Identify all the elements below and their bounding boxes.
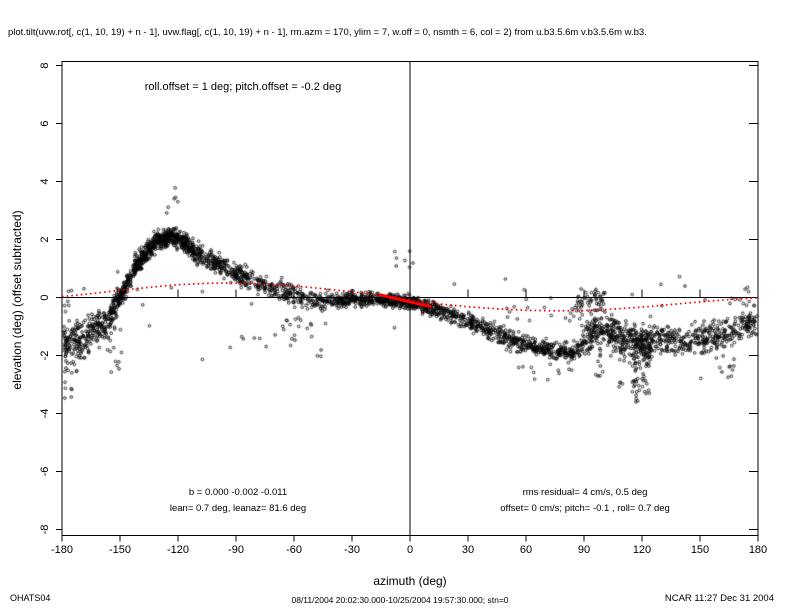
x-tick-label: -180 — [51, 544, 73, 556]
x-tick-label: -150 — [109, 544, 131, 556]
y-tick-label: 0 — [39, 294, 51, 300]
y-tick-label: -6 — [39, 467, 51, 477]
rms-residual-annotation: rms residual= 4 cm/s, 0.5 deg — [522, 487, 648, 498]
offset-pitch-roll-annotation: offset= 0 cm/s; pitch= -0.1 , roll= 0.7 … — [500, 503, 670, 514]
y-tick-label: 4 — [39, 178, 51, 184]
x-tick-label: -120 — [167, 544, 189, 556]
x-axis-label: azimuth (deg) — [373, 574, 447, 588]
y-axis-label: elevation (deg) (offset subtracted) — [10, 210, 24, 390]
x-tick-label: -30 — [344, 544, 360, 556]
x-tick-label: 30 — [462, 544, 474, 556]
footer-ncar-timestamp-label: NCAR 11:27 Dec 31 2004 — [664, 593, 774, 604]
x-tick-label: 90 — [578, 544, 590, 556]
y-tick-label: -8 — [39, 525, 51, 535]
footer-project-label: OHATS04 — [10, 593, 51, 603]
plot-title: plot.tilt(uvw.rot[, c(1, 10, 19) + n - 1… — [8, 27, 647, 38]
x-tick-label: 0 — [407, 544, 413, 556]
y-tick-label: 2 — [39, 236, 51, 242]
roll-pitch-offset-annotation: roll.offset = 1 deg; pitch.offset = -0.2… — [144, 81, 342, 93]
y-tick-label: -4 — [39, 409, 51, 419]
lean-annotation: lean= 0.7 deg, leanaz= 81.6 deg — [169, 503, 307, 514]
red-solid-fit-segment — [378, 293, 432, 309]
y-tick-label: 6 — [39, 120, 51, 126]
x-tick-label: -90 — [228, 544, 244, 556]
x-tick-label: -60 — [286, 544, 302, 556]
x-tick-label: 60 — [520, 544, 532, 556]
x-tick-label: 150 — [691, 544, 709, 556]
y-tick-label: -2 — [39, 351, 51, 361]
footer-timespan-label: 08/11/2004 20:02:30.000-10/25/2004 19:57… — [291, 595, 509, 605]
x-tick-label: 180 — [749, 544, 767, 556]
y-tick-label: 8 — [39, 62, 51, 68]
b-coefficients-annotation: b = 0.000 -0.002 -0.011 — [188, 487, 288, 498]
x-tick-label: 120 — [633, 544, 651, 556]
